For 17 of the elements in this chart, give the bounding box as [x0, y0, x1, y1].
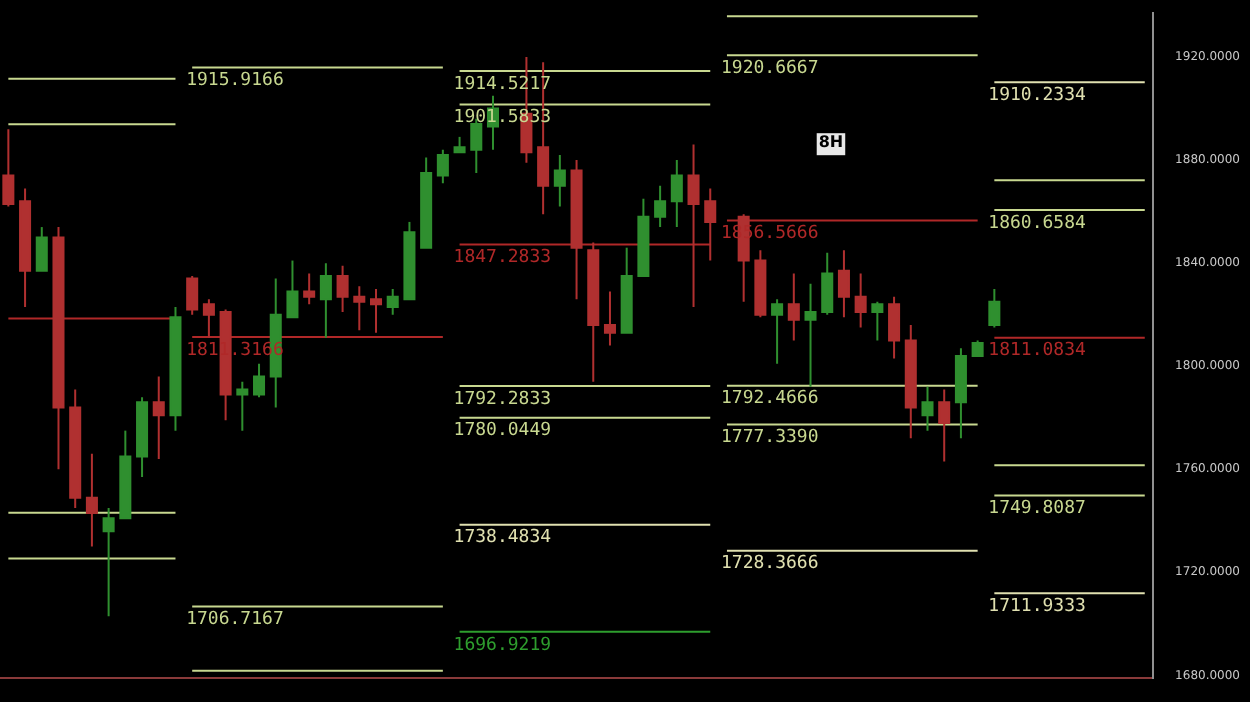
data-label: 1860.6584	[988, 213, 1086, 234]
data-label: 1910.2334	[988, 85, 1086, 106]
data-label: 1706.7167	[186, 610, 284, 631]
data-label: 1728.3666	[720, 554, 819, 575]
data-label: 1792.2833	[453, 389, 552, 410]
data-label: 1792.4666	[720, 389, 819, 410]
data-label: 1696.9219	[453, 635, 552, 656]
data-label: 1915.9166	[186, 71, 284, 92]
data-label: 1847.2833	[453, 248, 552, 269]
data-label: 1749.8087	[988, 499, 1086, 520]
data-label: 1811.0834	[988, 341, 1086, 362]
data-label: 1780.0449	[453, 421, 552, 442]
data-label: 1777.3390	[720, 428, 819, 449]
data-label: 1738.4834	[453, 528, 552, 549]
data-label: 1920.6667	[720, 58, 819, 79]
annotation: 8H	[818, 133, 844, 152]
data-label: 1711.9333	[988, 596, 1086, 617]
